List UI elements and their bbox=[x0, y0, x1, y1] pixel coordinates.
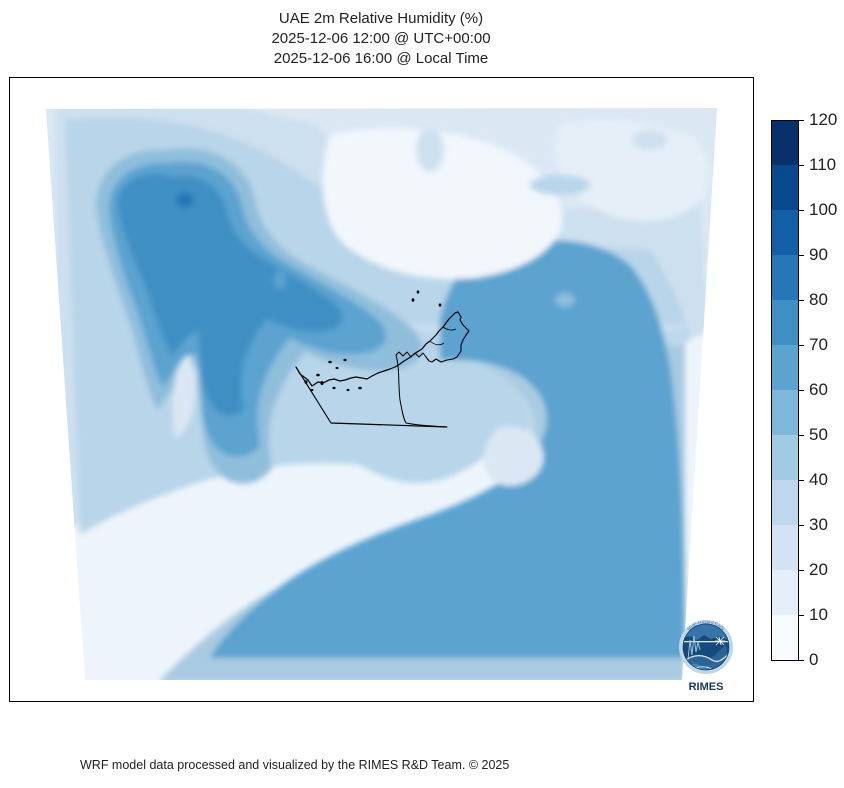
svg-text:90: 90 bbox=[809, 245, 828, 264]
svg-text:40: 40 bbox=[809, 470, 828, 489]
svg-text:30: 30 bbox=[809, 515, 828, 534]
svg-text:RIMES: RIMES bbox=[689, 681, 724, 693]
svg-text:0: 0 bbox=[809, 650, 818, 669]
svg-text:50: 50 bbox=[809, 425, 828, 444]
svg-text:100: 100 bbox=[809, 200, 837, 219]
svg-text:60: 60 bbox=[809, 380, 828, 399]
svg-text:70: 70 bbox=[809, 335, 828, 354]
svg-text:20: 20 bbox=[809, 560, 828, 579]
svg-text:10: 10 bbox=[809, 605, 828, 624]
svg-text:80: 80 bbox=[809, 290, 828, 309]
svg-text:120: 120 bbox=[809, 110, 837, 129]
svg-text:110: 110 bbox=[809, 155, 836, 174]
